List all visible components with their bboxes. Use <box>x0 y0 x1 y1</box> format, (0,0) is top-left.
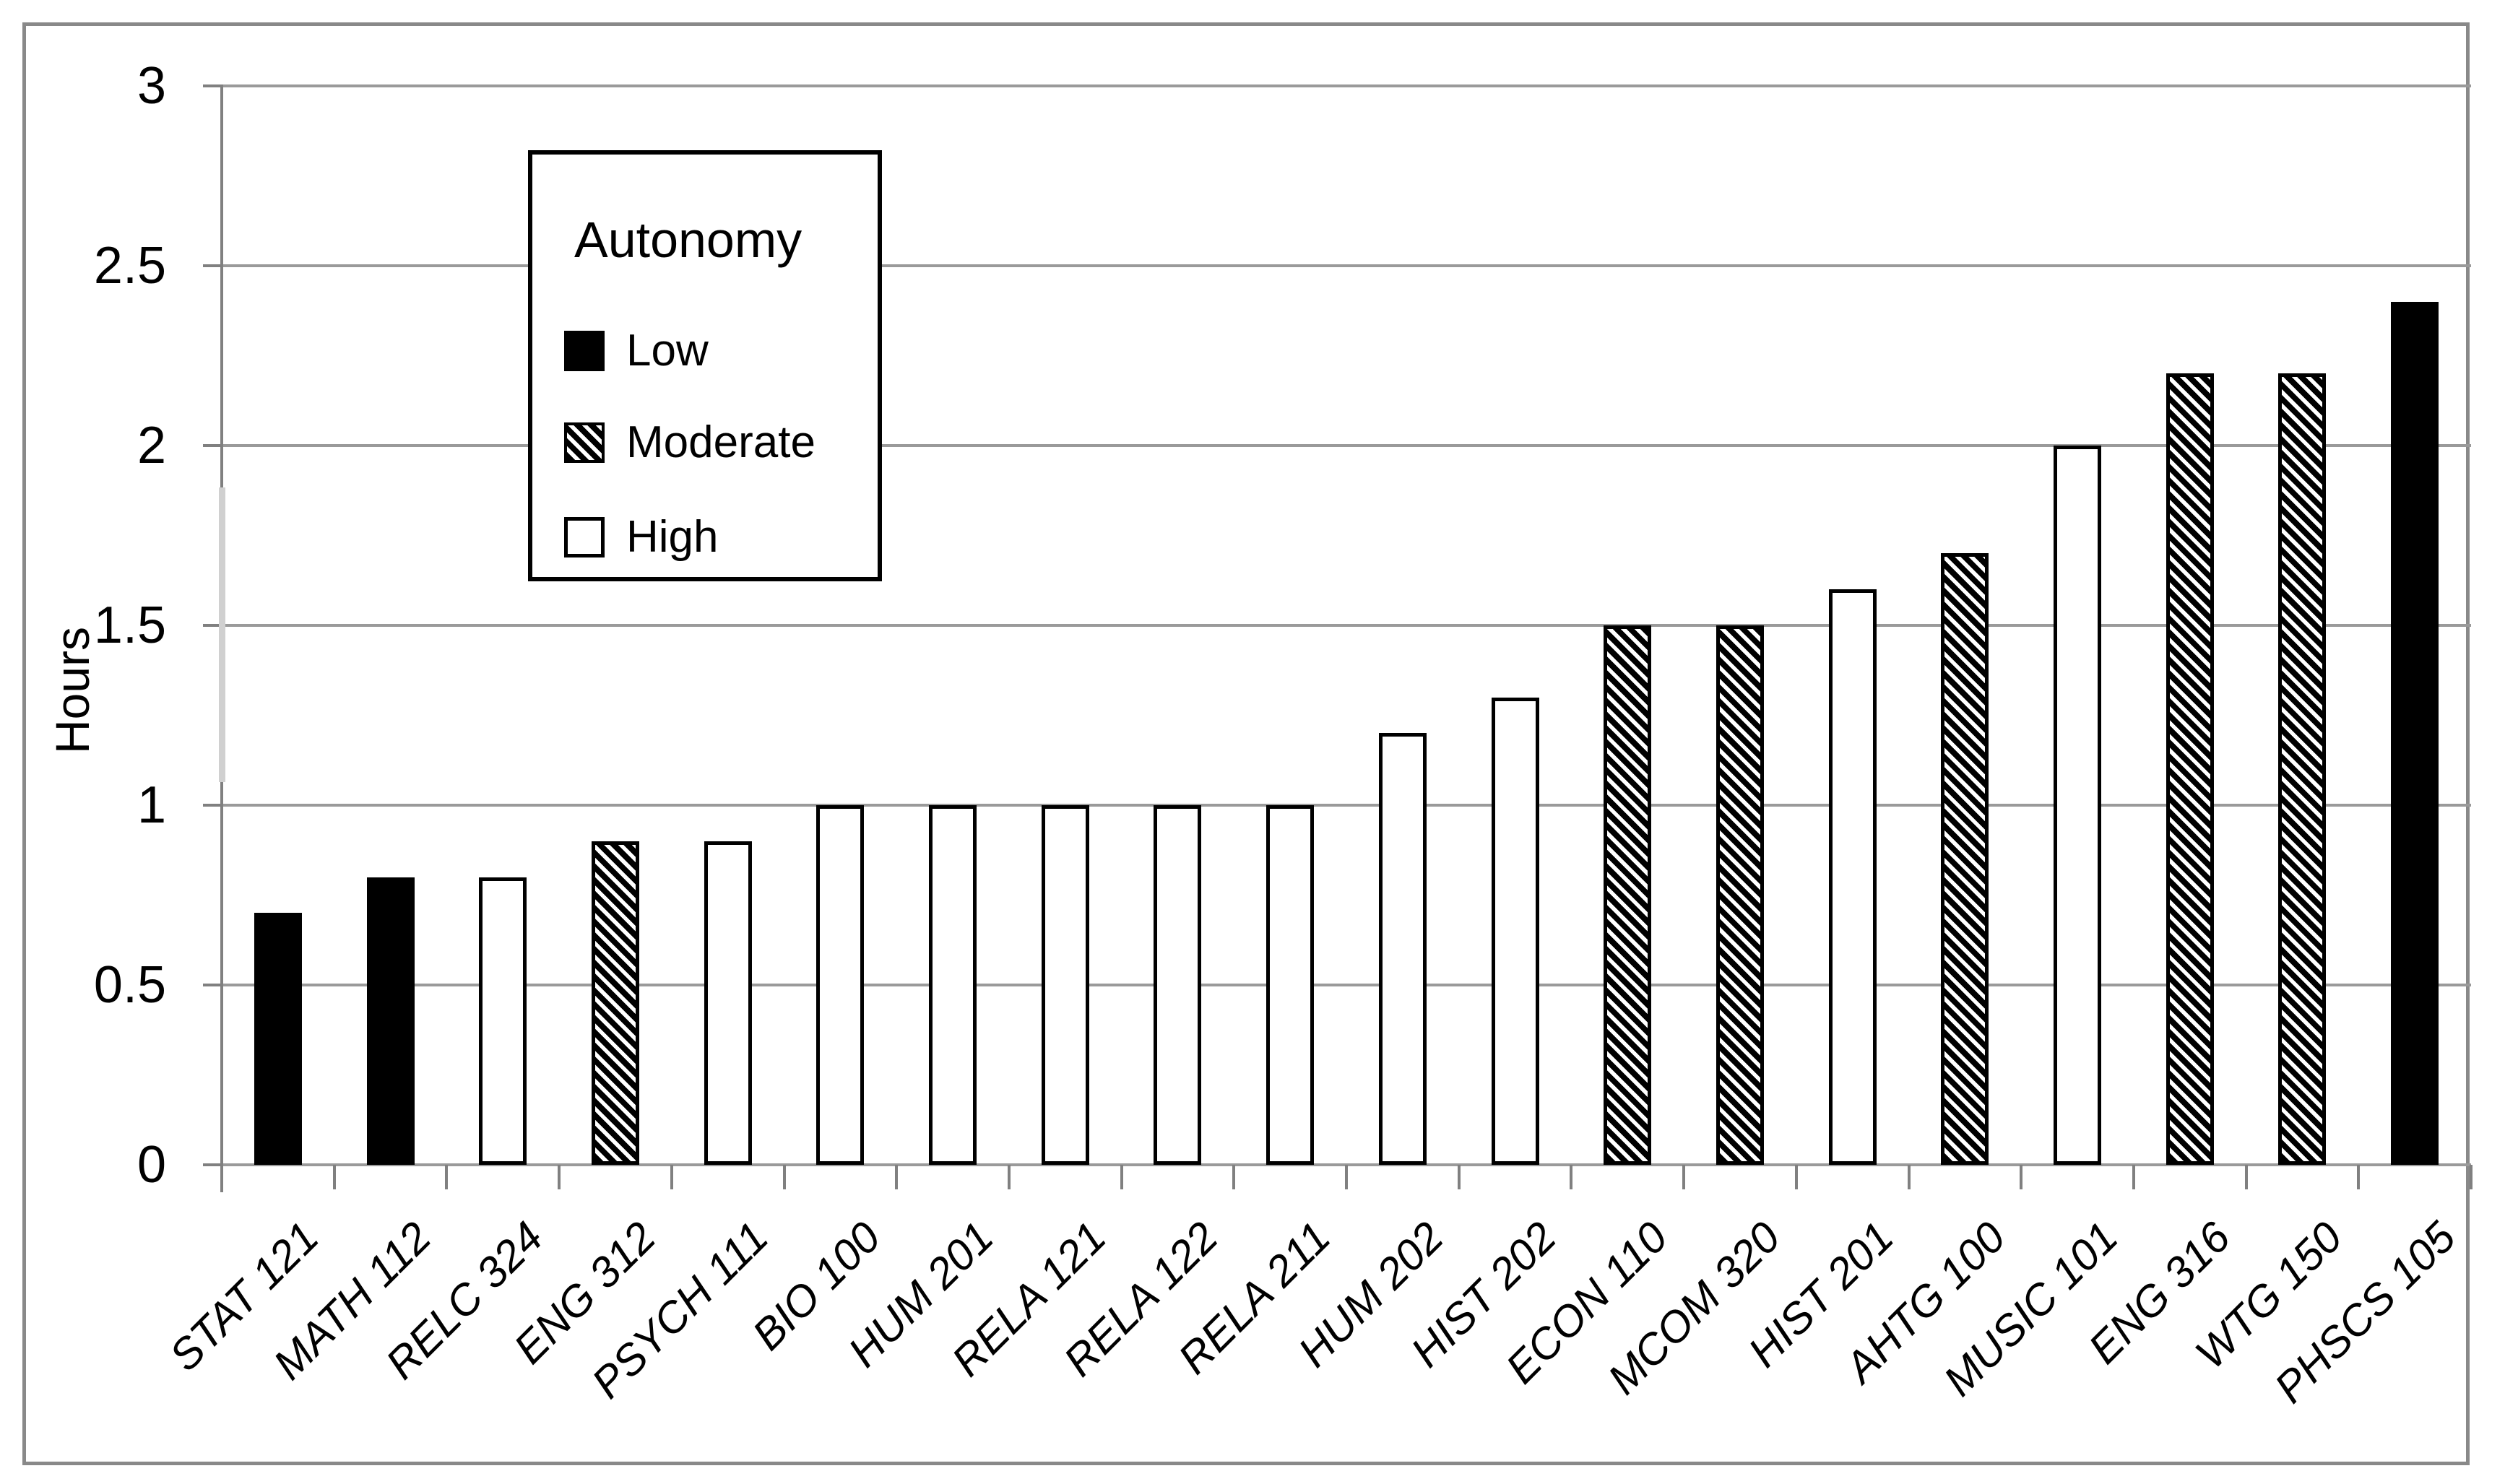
bar-ahtg-100 <box>1941 553 1989 1165</box>
legend-swatch-solid-black-icon <box>564 331 605 371</box>
y-axis-title: Hours <box>46 626 99 755</box>
x-axis-tick-20 <box>2470 1165 2472 1189</box>
x-axis-tick-4 <box>670 1165 673 1189</box>
x-axis-tick-1 <box>332 1165 336 1189</box>
x-axis-tick-8 <box>1120 1165 1123 1189</box>
legend-swatch-diagonal-hatch-icon <box>564 422 605 463</box>
x-axis-tick-3 <box>558 1165 561 1189</box>
y-tick-label-2: 2 <box>137 417 166 474</box>
y-axis-tick-3 <box>203 84 222 87</box>
y-axis-tick-2.5 <box>203 264 222 267</box>
x-axis-tick-9 <box>1232 1165 1236 1189</box>
bar-hist-202 <box>1492 698 1539 1165</box>
x-axis-tick-0 <box>220 1165 223 1189</box>
y-tick-label-0: 0 <box>137 1136 166 1194</box>
bar-phscs-105 <box>2391 302 2439 1165</box>
bar-stat-121 <box>254 913 302 1165</box>
bar-music-101 <box>2054 446 2101 1165</box>
y-axis-tick-1.5 <box>203 624 222 627</box>
bar-relc-324 <box>479 877 527 1165</box>
y-tick-label-0.5: 0.5 <box>93 956 166 1014</box>
x-axis-tick-16 <box>2020 1165 2023 1189</box>
x-axis-tick-12 <box>1570 1165 1573 1189</box>
x-axis-tick-17 <box>2132 1165 2135 1189</box>
gridline-2 <box>222 444 2471 447</box>
gridline-3 <box>222 84 2471 87</box>
x-axis-tick-18 <box>2244 1165 2248 1189</box>
legend-label-high: High <box>626 512 719 562</box>
legend-label-low: Low <box>626 326 709 376</box>
x-axis-tick-6 <box>895 1165 899 1189</box>
x-axis-tick-7 <box>1007 1165 1011 1189</box>
bar-eng-312 <box>592 841 639 1165</box>
bar-hum-201 <box>929 805 977 1165</box>
bar-math-112 <box>367 877 415 1165</box>
x-axis-tick-14 <box>1794 1165 1798 1189</box>
y-tick-label-1.5: 1.5 <box>93 596 166 654</box>
x-axis-tick-19 <box>2357 1165 2361 1189</box>
x-axis-tick-13 <box>1682 1165 1686 1189</box>
legend-title: Autonomy <box>574 212 802 268</box>
x-axis-tick-2 <box>445 1165 449 1189</box>
bar-bio-100 <box>816 805 864 1165</box>
bar-rela-122 <box>1154 805 1201 1165</box>
y-tick-label-2.5: 2.5 <box>93 237 166 295</box>
y-axis-tick-2 <box>203 444 222 447</box>
y-axis-tick-0.5 <box>203 984 222 986</box>
legend: Autonomy Low Moderate High <box>528 150 882 581</box>
bar-hist-201 <box>1829 589 1877 1165</box>
bar-eng-316 <box>2166 373 2214 1165</box>
x-axis-tick-11 <box>1457 1165 1461 1189</box>
y-tick-label-1: 1 <box>137 776 166 834</box>
legend-swatch-white-outline-icon <box>564 517 605 557</box>
bar-rela-211 <box>1266 805 1314 1165</box>
legend-label-moderate: Moderate <box>626 417 815 467</box>
x-axis-tick-15 <box>1907 1165 1911 1189</box>
x-axis-tick-10 <box>1345 1165 1348 1189</box>
gridline-1.5 <box>222 624 2471 627</box>
y-axis-tick-1 <box>203 804 222 807</box>
bar-hum-202 <box>1379 733 1427 1165</box>
y-axis-artifact <box>219 487 225 782</box>
gridline-0.5 <box>222 984 2471 986</box>
bar-wtg-150 <box>2278 373 2326 1165</box>
bar-mcom-320 <box>1716 625 1764 1165</box>
bar-econ-110 <box>1604 625 1651 1165</box>
y-tick-label-3: 3 <box>137 57 166 115</box>
bar-rela-121 <box>1042 805 1089 1165</box>
gridline-1 <box>222 804 2471 807</box>
gridline-2.5 <box>222 264 2471 267</box>
y-axis-tick-0 <box>203 1163 222 1166</box>
bar-psych-111 <box>704 841 752 1165</box>
x-axis-tick-5 <box>782 1165 786 1189</box>
